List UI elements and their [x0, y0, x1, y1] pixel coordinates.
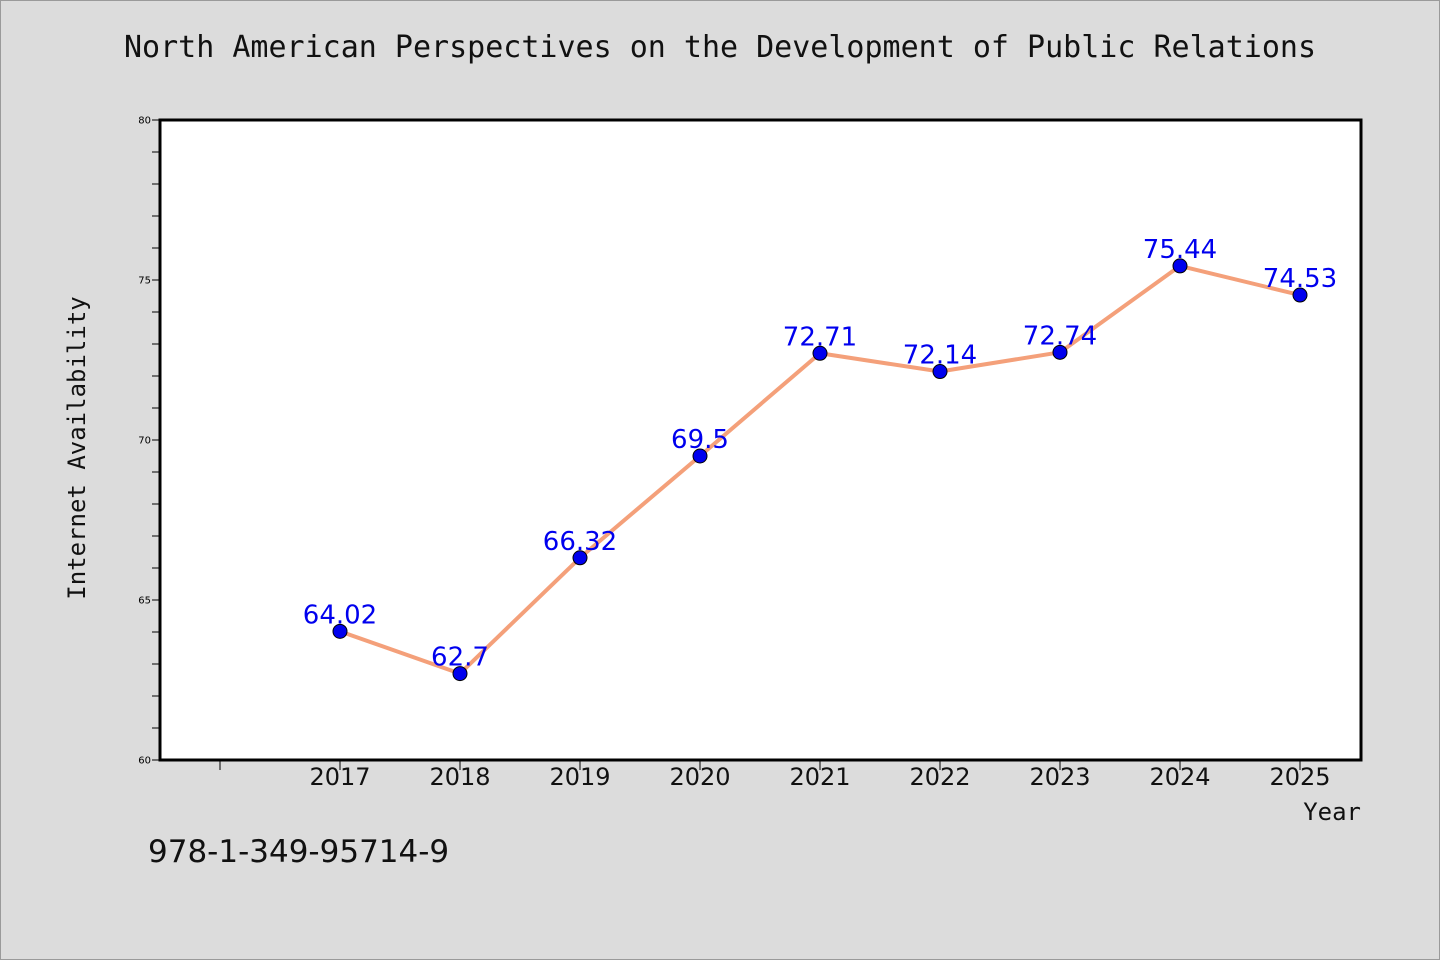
data-point [1172, 258, 1188, 274]
y-tick-label: 65 [138, 596, 151, 607]
data-label: 75.44 [1143, 235, 1217, 265]
y-axis-label: Internet Availability [63, 296, 91, 599]
plot-area [160, 120, 1361, 760]
y-tick-label: 60 [138, 756, 151, 767]
x-tick-label: 2017 [309, 763, 370, 791]
data-label: 72.14 [903, 341, 977, 371]
x-tick-label: 2021 [789, 763, 850, 791]
chart-title: North American Perspectives on the Devel… [123, 30, 1317, 65]
data-point [452, 666, 468, 682]
x-tick-label: 2024 [1149, 763, 1210, 791]
x-tick-label: 2025 [1269, 763, 1330, 791]
data-label: 66.32 [543, 527, 617, 557]
data-label: 64.02 [303, 600, 377, 630]
y-tick-label: 70 [138, 436, 151, 447]
data-label: 72.71 [783, 322, 857, 352]
x-axis-label: Year [1303, 798, 1361, 826]
data-label: 69.5 [671, 425, 729, 455]
data-label: 62.7 [431, 643, 489, 673]
data-point [332, 623, 348, 639]
data-point [692, 448, 708, 464]
x-tick-label: 2022 [909, 763, 970, 791]
y-axis: 60 65 70 75 80 [138, 116, 160, 767]
data-label: 72.74 [1023, 321, 1097, 351]
data-point [932, 364, 948, 380]
x-tick-label: 2019 [549, 763, 610, 791]
series-layer: 64.02 62.7 66.32 69.5 72.71 72.14 72.74 75.44 74… [303, 235, 1337, 682]
y-tick-label: 75 [138, 276, 151, 287]
x-axis: 2017 2018 2019 2020 2021 2022 2023 2024 2025 [219, 760, 1331, 791]
x-tick-label: 2020 [669, 763, 730, 791]
data-label: 74.53 [1263, 264, 1337, 294]
plot-border [158, 118, 1363, 762]
data-point [1052, 344, 1068, 360]
data-point [812, 345, 828, 361]
data-point [572, 550, 588, 566]
y-tick-label: 80 [138, 116, 151, 127]
data-point [1292, 287, 1308, 303]
isbn-code: 978-1-349-95714-9 [148, 834, 450, 870]
x-tick-label: 2023 [1029, 763, 1090, 791]
x-tick-label: 2018 [429, 763, 490, 791]
